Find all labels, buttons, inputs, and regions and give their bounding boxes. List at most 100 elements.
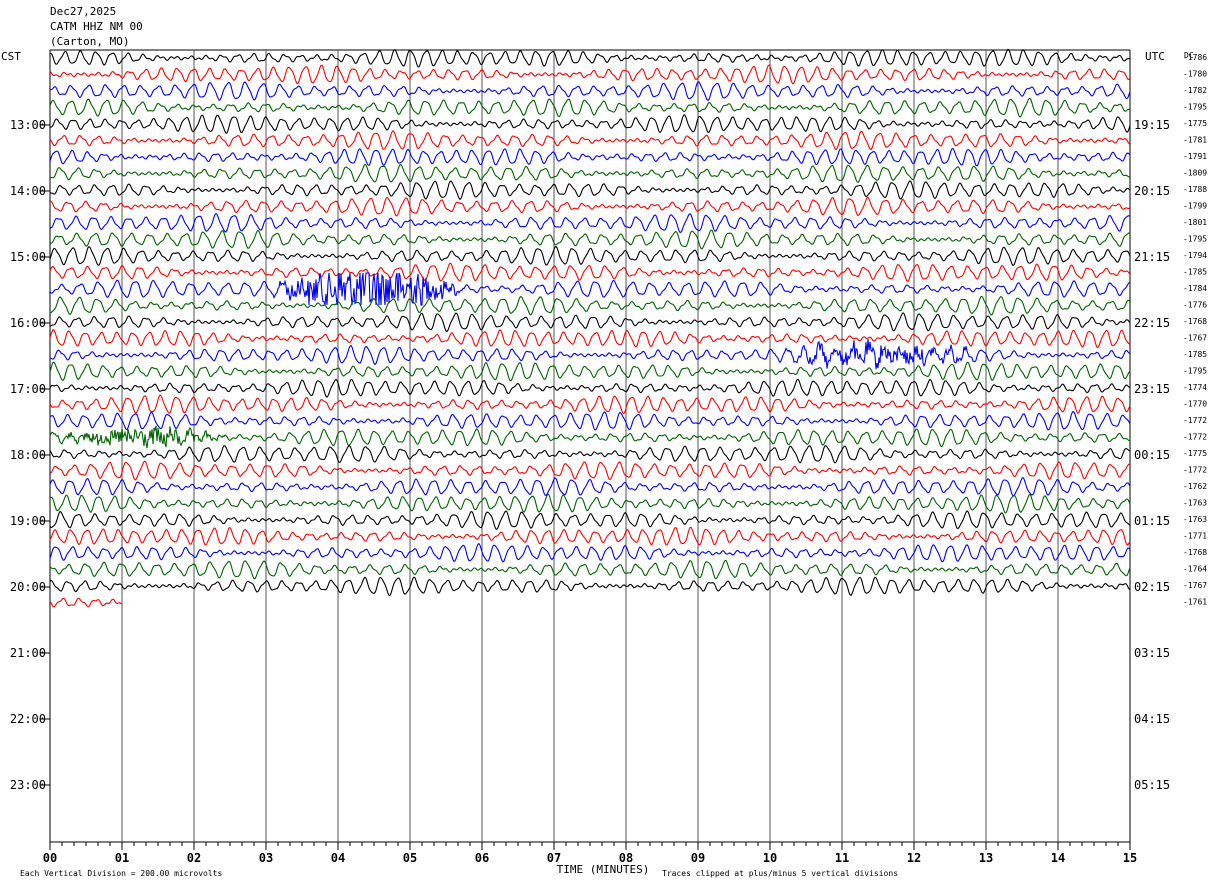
dc-value-label: -1772 [1183,433,1207,442]
x-tick-label: 10 [763,851,777,865]
utc-hour-label: 00:15 [1134,448,1170,462]
cst-hour-label: 15:00 [10,250,46,264]
seismic-trace-9 [49,196,1131,217]
seismic-trace-27 [49,493,1131,514]
seismic-trace-10 [49,212,1131,234]
utc-hour-label: 03:15 [1134,646,1170,660]
x-tick-label: 13 [979,851,993,865]
utc-hour-label: 20:15 [1134,184,1170,198]
dc-value-label: -1764 [1183,565,1207,574]
x-tick-label: 14 [1051,851,1065,865]
dc-value-label: -1774 [1183,383,1207,392]
utc-hour-label: 19:15 [1134,118,1170,132]
cst-hour-label: 22:00 [10,712,46,726]
seismic-trace-28 [49,510,1131,530]
x-tick-label: 09 [691,851,705,865]
dc-value-label: -1772 [1183,466,1207,475]
dc-value-label: -1785 [1183,268,1207,277]
x-tick-label: 15 [1123,851,1137,865]
utc-hour-label: 21:15 [1134,250,1170,264]
seismic-trace-25 [49,460,1131,481]
seismic-trace-2 [49,81,1131,102]
cst-label: CST [1,50,21,63]
cst-hour-label: 19:00 [10,514,46,528]
dc-value-label: -1795 [1183,367,1207,376]
dc-value-label: -1772 [1183,416,1207,425]
seismic-trace-22 [49,410,1131,431]
dc-value-label: -1785 [1183,350,1207,359]
x-tick-label: 01 [115,851,129,865]
dc-value-label: -1781 [1183,136,1207,145]
dc-value-label: -1767 [1183,581,1207,590]
dc-value-label: -1768 [1183,317,1207,326]
seismic-trace-3 [49,97,1131,118]
date-label: Dec27,2025 [50,5,117,18]
x-tick-label: 04 [331,851,345,865]
seismic-trace-18 [49,339,1131,370]
cst-hour-label: 17:00 [10,382,46,396]
seismic-trace-0 [49,48,1130,68]
dc-value-label: -1794 [1183,251,1207,260]
dc-value-label: -1780 [1183,70,1207,79]
seismic-trace-6 [49,147,1131,167]
dc-value-label: -1768 [1183,548,1207,557]
dc-value-label: -1761 [1183,598,1207,607]
x-tick-label: 12 [907,851,921,865]
dc-value-label: -1788 [1183,185,1207,194]
seismic-trace-24 [49,444,1131,464]
dc-value-label: -1782 [1183,86,1207,95]
seismic-trace-32 [49,576,1131,597]
x-axis-label: TIME (MINUTES) [557,863,650,876]
dc-label: DC [1184,51,1194,60]
x-tick-label: 07 [547,851,561,865]
x-tick-label: 08 [619,851,633,865]
seismic-trace-21 [49,394,1131,415]
x-tick-label: 00 [43,851,57,865]
seismic-trace-14 [49,272,1131,306]
seismic-trace-7 [49,163,1131,184]
cst-hour-label: 13:00 [10,118,46,132]
seismic-trace-33 [49,597,123,608]
dc-value-label: -1775 [1183,119,1207,128]
station-label: CATM HHZ NM 00 [50,20,143,33]
utc-hour-label: 02:15 [1134,580,1170,594]
dc-value-label: -1770 [1183,400,1207,409]
dc-value-label: -1763 [1183,499,1207,508]
x-tick-label: 11 [835,851,849,865]
seismic-trace-19 [49,361,1131,382]
seismic-trace-17 [49,329,1131,349]
x-tick-label: 06 [475,851,489,865]
dc-value-label: -1809 [1183,169,1207,178]
dc-value-label: -1801 [1183,218,1207,227]
cst-hour-label: 16:00 [10,316,46,330]
utc-hour-label: 23:15 [1134,382,1170,396]
seismic-trace-4 [49,114,1131,134]
seismic-trace-8 [49,180,1131,201]
dc-value-label: -1795 [1183,103,1207,112]
seismic-trace-1 [49,64,1131,85]
dc-value-label: -1799 [1183,202,1207,211]
utc-hour-label: 04:15 [1134,712,1170,726]
cst-hour-label: 18:00 [10,448,46,462]
dc-value-label: -1767 [1183,334,1207,343]
seismic-trace-26 [49,476,1131,497]
cst-hour-label: 21:00 [10,646,46,660]
location-label: (Carton, MO) [50,35,130,48]
dc-value-label: -1762 [1183,482,1207,491]
utc-hour-label: 05:15 [1134,778,1170,792]
seismic-trace-16 [49,312,1131,333]
dc-value-label: -1786 [1183,53,1207,62]
x-tick-label: 03 [259,851,273,865]
seismic-trace-29 [49,526,1131,546]
dc-value-label: -1795 [1183,235,1207,244]
dc-value-label: -1784 [1183,284,1207,293]
footer-clip-note: Traces clipped at plus/minus 5 vertical … [662,869,898,878]
x-tick-label: 02 [187,851,201,865]
footer-scale-note: Each Vertical Division = 200.00 microvol… [20,869,222,878]
dc-value-label: -1776 [1183,301,1207,310]
utc-hour-label: 22:15 [1134,316,1170,330]
cst-hour-label: 14:00 [10,184,46,198]
seismic-trace-12 [49,245,1131,267]
dc-value-label: -1763 [1183,515,1207,524]
